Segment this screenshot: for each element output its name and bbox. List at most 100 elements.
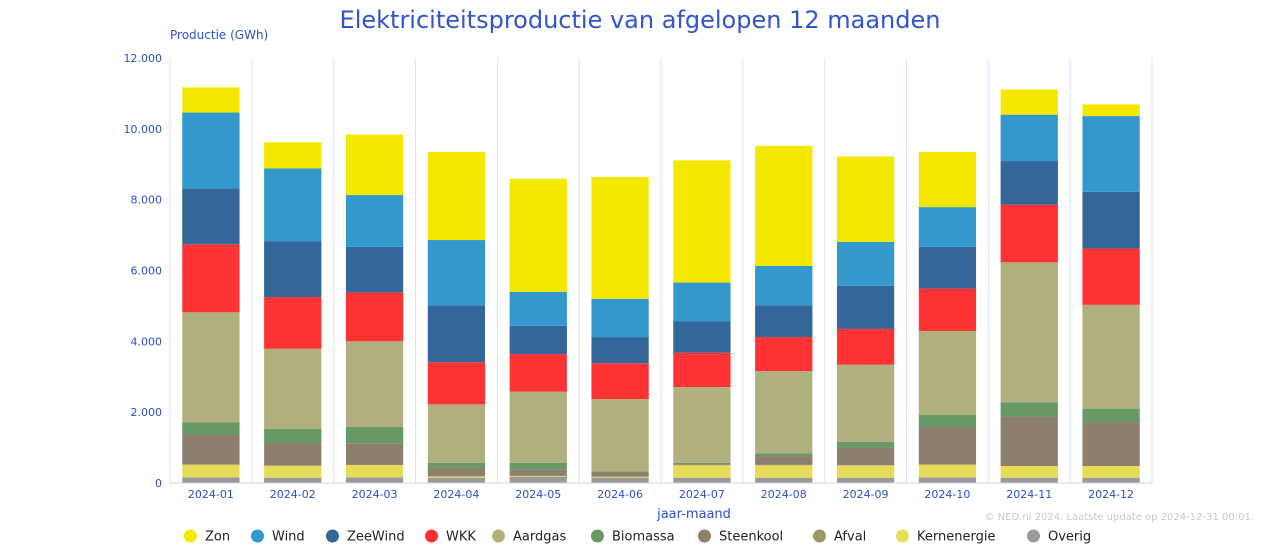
legend-item[interactable]: Wind [272,530,305,545]
bar-segment [345,134,404,196]
legend-swatch [698,529,711,543]
bar-segment [264,142,322,169]
bar-segment [509,476,567,477]
y-tick-label: 8.000 [131,194,163,207]
bar-segment [673,321,731,353]
bar-segment [1000,402,1058,417]
bar-segment [591,298,649,338]
bar-segment [673,160,731,283]
legend-swatch [896,529,909,543]
bar-segment [836,241,895,286]
bar-segment [182,477,240,483]
bar-segment [591,472,649,477]
bar-segment [427,477,486,483]
bar-segment [918,246,977,289]
legend-swatch [492,529,505,543]
legend-swatch [251,529,264,543]
bar-segment [755,265,813,306]
bar-segment [836,328,895,365]
x-tick-label: 2024-10 [924,488,970,501]
bar-segment [755,305,813,338]
bar-segment [1082,104,1140,117]
legend-item[interactable]: Afval [834,530,866,545]
bar-segment [755,371,813,454]
bar-segment [836,441,895,448]
bar-segment [182,188,240,245]
legend-item[interactable]: Biomassa [612,530,675,545]
bar-segment [836,364,895,442]
bar-segment [509,391,567,463]
bar-segment [1000,262,1058,403]
bar-segment [591,177,649,299]
bar-segment [836,465,895,478]
bar-segment [755,465,813,478]
bar-segment [755,145,813,266]
bar-segment [182,87,240,113]
bar-segment [345,464,404,478]
bar-segment [264,477,322,483]
bar-segment [1000,89,1058,115]
bar-segment [591,363,649,400]
y-tick-label: 0 [155,477,162,490]
legend-swatch [184,529,197,543]
y-tick-label: 12.000 [124,52,163,65]
bar-segment [1000,204,1058,263]
bar-segment [755,456,813,465]
y-tick-label: 4.000 [131,335,163,348]
bar-segment [264,428,322,443]
bar-segment [673,352,731,388]
y-tick-label: 6.000 [131,265,163,278]
bar-segment [836,447,895,466]
bar-segment [1082,191,1140,249]
bar-segment [264,241,322,298]
bar-segment [1082,248,1140,305]
y-tick-label: 2.000 [131,406,163,419]
legend-swatch [1027,529,1040,543]
x-tick-label: 2024-11 [1006,488,1052,501]
bar-segment [1000,477,1058,483]
bar-segment [182,312,240,423]
bar-segment [673,387,731,463]
bar-segment [182,244,240,313]
bar-segment [1082,477,1140,483]
bar-segment [509,325,567,355]
bar-segment [1082,304,1140,409]
bar-segment [591,477,649,483]
bar-segment [345,426,404,444]
bar-segment [1000,161,1058,205]
legend-item[interactable]: Zon [205,530,230,545]
x-tick-label: 2024-07 [679,488,725,501]
bar-segment [673,282,731,322]
bar-segment [673,463,731,465]
bar-segment [509,475,567,477]
bar-segment [918,288,977,332]
bar-segment [673,477,731,483]
bar-segment [182,112,240,189]
bar-segment [673,462,731,464]
legend-item[interactable]: Steenkool [719,530,783,545]
bar-segment [427,476,486,478]
legend-item[interactable]: Overig [1048,530,1091,545]
bar-segment [673,465,731,478]
legend-item[interactable]: WKK [446,530,476,545]
bar-segment [509,462,567,470]
bar-segment [836,477,895,483]
bar-segment [591,476,649,477]
bar-segment [427,475,486,477]
bar-segment [427,240,486,306]
legend-item[interactable]: Aardgas [513,530,566,545]
bar-segment [345,477,404,483]
bar-segment [509,291,567,326]
bar-segment [755,477,813,483]
legend-item[interactable]: ZeeWind [347,530,405,545]
legend: Zon Wind ZeeWind WKK Aardgas Biomassa Steenkoo… [184,529,1091,545]
x-tick-label: 2024-02 [270,488,316,501]
legend-item[interactable]: Kernenergie [917,530,995,545]
credit-text: © NED.nl 2024. Laatste update op 2024-12… [984,512,1254,523]
bar-segment [182,422,240,435]
bar-segment [1000,114,1058,162]
bar-segment [1082,422,1140,466]
bar-segment [264,297,322,349]
bar-segment [591,476,649,478]
